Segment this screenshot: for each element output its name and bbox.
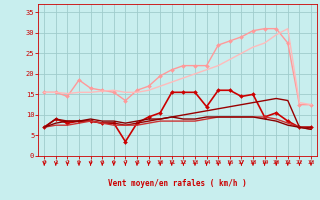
X-axis label: Vent moyen/en rafales ( km/h ): Vent moyen/en rafales ( km/h ) bbox=[108, 179, 247, 188]
